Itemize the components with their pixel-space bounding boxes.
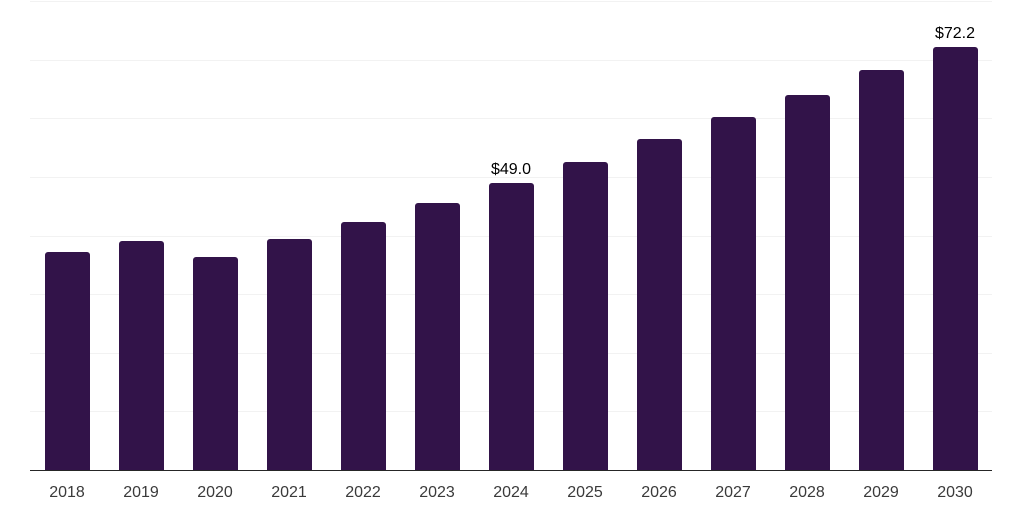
bar-2018 [44, 251, 90, 470]
gridline-80 [30, 1, 992, 2]
bar-2028 [784, 95, 830, 470]
bar-2020 [192, 256, 238, 470]
x-tick-label-2025: 2025 [567, 484, 603, 501]
data-label-2030: $72.2 [934, 24, 976, 42]
x-tick-label-2023: 2023 [419, 484, 455, 501]
x-tick-label-2028: 2028 [789, 484, 825, 501]
bar-2022 [340, 222, 386, 470]
gridline-60 [30, 118, 992, 120]
x-tick-label-2019: 2019 [123, 484, 159, 501]
bar-2030 [932, 46, 978, 470]
bar-2029 [858, 70, 904, 470]
bar-2024 [488, 182, 534, 470]
x-tick-label-2021: 2021 [271, 484, 307, 501]
bar-2023 [414, 202, 460, 470]
bar-2025 [562, 162, 608, 470]
x-tick-label-2026: 2026 [641, 484, 677, 501]
x-tick-label-2030: 2030 [937, 484, 973, 501]
data-label-2024: $49.0 [490, 160, 532, 178]
bar-2026 [636, 139, 682, 470]
gridline-70 [30, 59, 992, 61]
gridline-50 [30, 176, 992, 178]
x-tick-label-2018: 2018 [49, 484, 85, 501]
bar-2021 [266, 239, 312, 470]
plot-area: $49.0 $72.2 [30, 1, 992, 471]
x-tick-label-2024: 2024 [493, 484, 529, 501]
bar-2019 [118, 240, 164, 470]
x-tick-label-2029: 2029 [863, 484, 899, 501]
x-tick-label-2022: 2022 [345, 484, 381, 501]
x-tick-label-2027: 2027 [715, 484, 751, 501]
x-tick-label-2020: 2020 [197, 484, 233, 501]
bar-2027 [710, 117, 756, 470]
